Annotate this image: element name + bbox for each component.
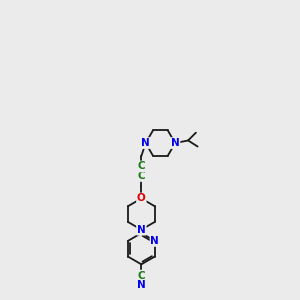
Text: C: C: [137, 271, 145, 281]
Text: C: C: [137, 161, 145, 172]
Text: N: N: [151, 236, 159, 246]
Text: N: N: [137, 280, 146, 290]
Text: O: O: [137, 194, 146, 203]
Text: N: N: [171, 138, 179, 148]
Text: N: N: [137, 225, 146, 235]
Text: N: N: [141, 138, 150, 148]
Text: C: C: [137, 171, 145, 181]
